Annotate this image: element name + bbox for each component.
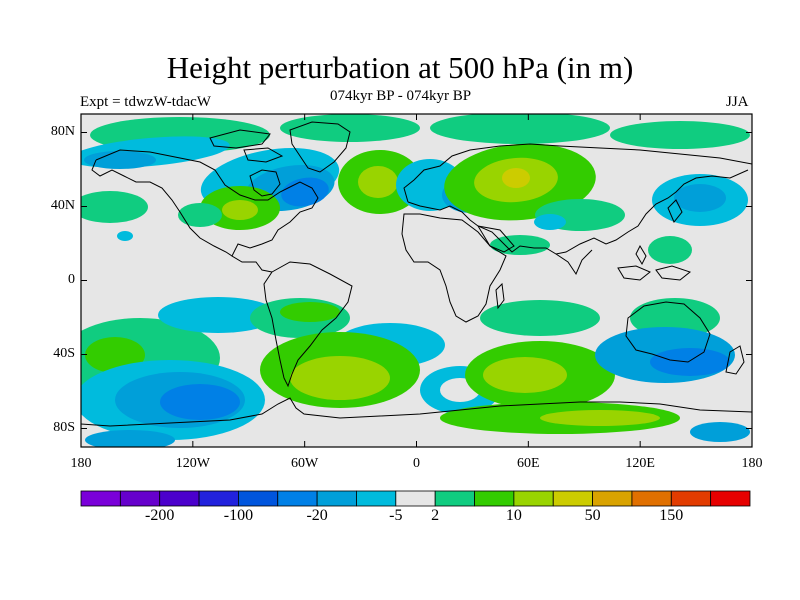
contour-region xyxy=(84,151,156,169)
contour-region xyxy=(358,166,398,198)
colorbar-swatch xyxy=(198,490,239,507)
contour-region xyxy=(280,302,340,322)
contour-region xyxy=(222,200,258,220)
colorbar-swatch xyxy=(552,490,593,507)
contour-region xyxy=(540,410,660,426)
contour-fields xyxy=(81,114,750,447)
contour-region xyxy=(490,235,550,255)
contour-region xyxy=(117,231,133,241)
colorbar-swatch xyxy=(631,490,672,507)
colorbar-label: 50 xyxy=(584,507,601,524)
map-title: Height perturbation at 500 hPa (in m) xyxy=(166,50,634,85)
contour-region xyxy=(674,184,726,212)
lat-tick-label: 40S xyxy=(53,345,75,361)
colorbar-label: -200 xyxy=(145,507,175,524)
contour-region xyxy=(502,168,530,188)
contour-region xyxy=(178,203,222,227)
colorbar-label: -5 xyxy=(389,507,403,524)
lat-tick-label: 80N xyxy=(50,123,75,139)
contour-region xyxy=(290,356,390,400)
colorbar-swatch xyxy=(277,490,318,507)
contour-region xyxy=(690,422,750,442)
contour-region xyxy=(534,214,566,230)
colorbar-swatch xyxy=(434,490,475,507)
colorbar-swatch xyxy=(356,490,397,507)
experiment-label: Expt = tdwzW-tdacW xyxy=(80,94,211,110)
season-label: JJA xyxy=(726,94,749,110)
colorbar-swatch xyxy=(119,490,161,507)
colorbar-swatch xyxy=(710,490,751,507)
contour-region xyxy=(430,114,610,144)
contour-region xyxy=(85,430,175,447)
colorbar-swatch xyxy=(238,490,279,507)
axis-ticks xyxy=(80,114,753,447)
contour-region xyxy=(160,384,240,420)
colorbar xyxy=(80,490,751,507)
colorbar-label: 2 xyxy=(431,507,440,524)
contour-region xyxy=(610,121,750,149)
contour-region xyxy=(480,300,600,336)
lon-tick-label: 120E xyxy=(625,456,655,471)
lon-tick-label: 120W xyxy=(175,456,210,471)
colorbar-swatch xyxy=(316,490,357,507)
coastlines xyxy=(81,121,752,427)
lon-tick-label: 60E xyxy=(517,456,540,471)
colorbar-label: -100 xyxy=(223,507,254,524)
colorbar-swatch xyxy=(80,490,121,507)
contour-region xyxy=(483,357,567,393)
colorbar-label: 10 xyxy=(505,507,522,524)
colorbar-swatch xyxy=(474,490,515,507)
lon-tick-label: 0 xyxy=(413,456,420,471)
lon-tick-label: 180 xyxy=(741,456,763,471)
contour-region xyxy=(650,348,730,376)
contour-region xyxy=(648,236,692,264)
colorbar-swatch xyxy=(395,490,436,507)
lat-tick-label: 40N xyxy=(50,197,75,213)
colorbar-swatch xyxy=(592,490,633,507)
lat-tick-label: 80S xyxy=(53,419,75,435)
map-subtitle: 074kyr BP - 074kyr BP xyxy=(330,88,472,104)
colorbar-swatch xyxy=(513,490,554,507)
lon-tick-label: 180 xyxy=(70,456,92,471)
contour-region xyxy=(81,191,148,223)
colorbar-swatch xyxy=(670,490,712,507)
contour-region xyxy=(158,297,278,333)
colorbar-label: 150 xyxy=(659,507,684,524)
lat-tick-label: 0 xyxy=(68,271,75,287)
colorbar-label: -20 xyxy=(306,507,328,524)
colorbar-swatch xyxy=(159,490,200,507)
lon-tick-label: 60W xyxy=(291,456,319,471)
contour-region xyxy=(280,114,420,142)
